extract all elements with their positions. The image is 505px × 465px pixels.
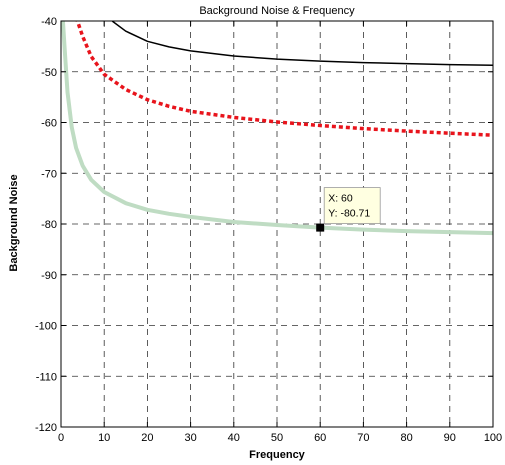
- y-tick-labels: -120 -110 -100 -90 -80 -70 -60 -50 -40: [35, 16, 57, 434]
- x-tick-label: 20: [141, 432, 153, 444]
- x-tick-label: 40: [228, 432, 240, 444]
- series-line-black: [111, 21, 493, 66]
- y-tick-label: -100: [35, 321, 57, 333]
- y-tick-label: -70: [41, 168, 57, 180]
- chart-title: Background Noise & Frequency: [199, 5, 355, 17]
- y-tick-label: -50: [41, 67, 57, 79]
- data-tip-marker[interactable]: [316, 223, 325, 232]
- y-tick-label: -90: [41, 270, 57, 282]
- data-tip-y: Y: -80.71: [328, 208, 370, 220]
- x-tick-label: 50: [271, 432, 283, 444]
- data-tip-box: [323, 187, 381, 225]
- y-tick-label: -120: [35, 422, 57, 434]
- series-group: [61, 21, 493, 236]
- y-tick-label: -80: [41, 219, 57, 231]
- data-tip[interactable]: X: 60 Y: -80.71: [316, 187, 381, 232]
- x-tick-label: 80: [400, 432, 412, 444]
- x-tick-label: 100: [484, 432, 502, 444]
- data-tip-x: X: 60: [328, 193, 353, 205]
- x-axis-label: Frequency: [249, 449, 306, 461]
- x-tick-label: 0: [58, 432, 64, 444]
- x-tick-label: 90: [444, 432, 456, 444]
- series-line-red-dotted: [75, 21, 493, 137]
- x-tick-labels: 0 10 20 30 40 50 60 70 80 90 100: [58, 432, 502, 444]
- x-tick-label: 70: [357, 432, 369, 444]
- y-tick-label: -60: [41, 118, 57, 130]
- series-line-green: [61, 21, 493, 236]
- tick-marks: [60, 20, 494, 428]
- y-tick-label: -110: [36, 371, 57, 383]
- y-axis-label: Background Noise: [8, 174, 20, 271]
- y-tick-label: -40: [41, 16, 57, 28]
- x-tick-label: 30: [184, 432, 196, 444]
- x-tick-label: 60: [314, 432, 326, 444]
- x-tick-label: 10: [98, 432, 110, 444]
